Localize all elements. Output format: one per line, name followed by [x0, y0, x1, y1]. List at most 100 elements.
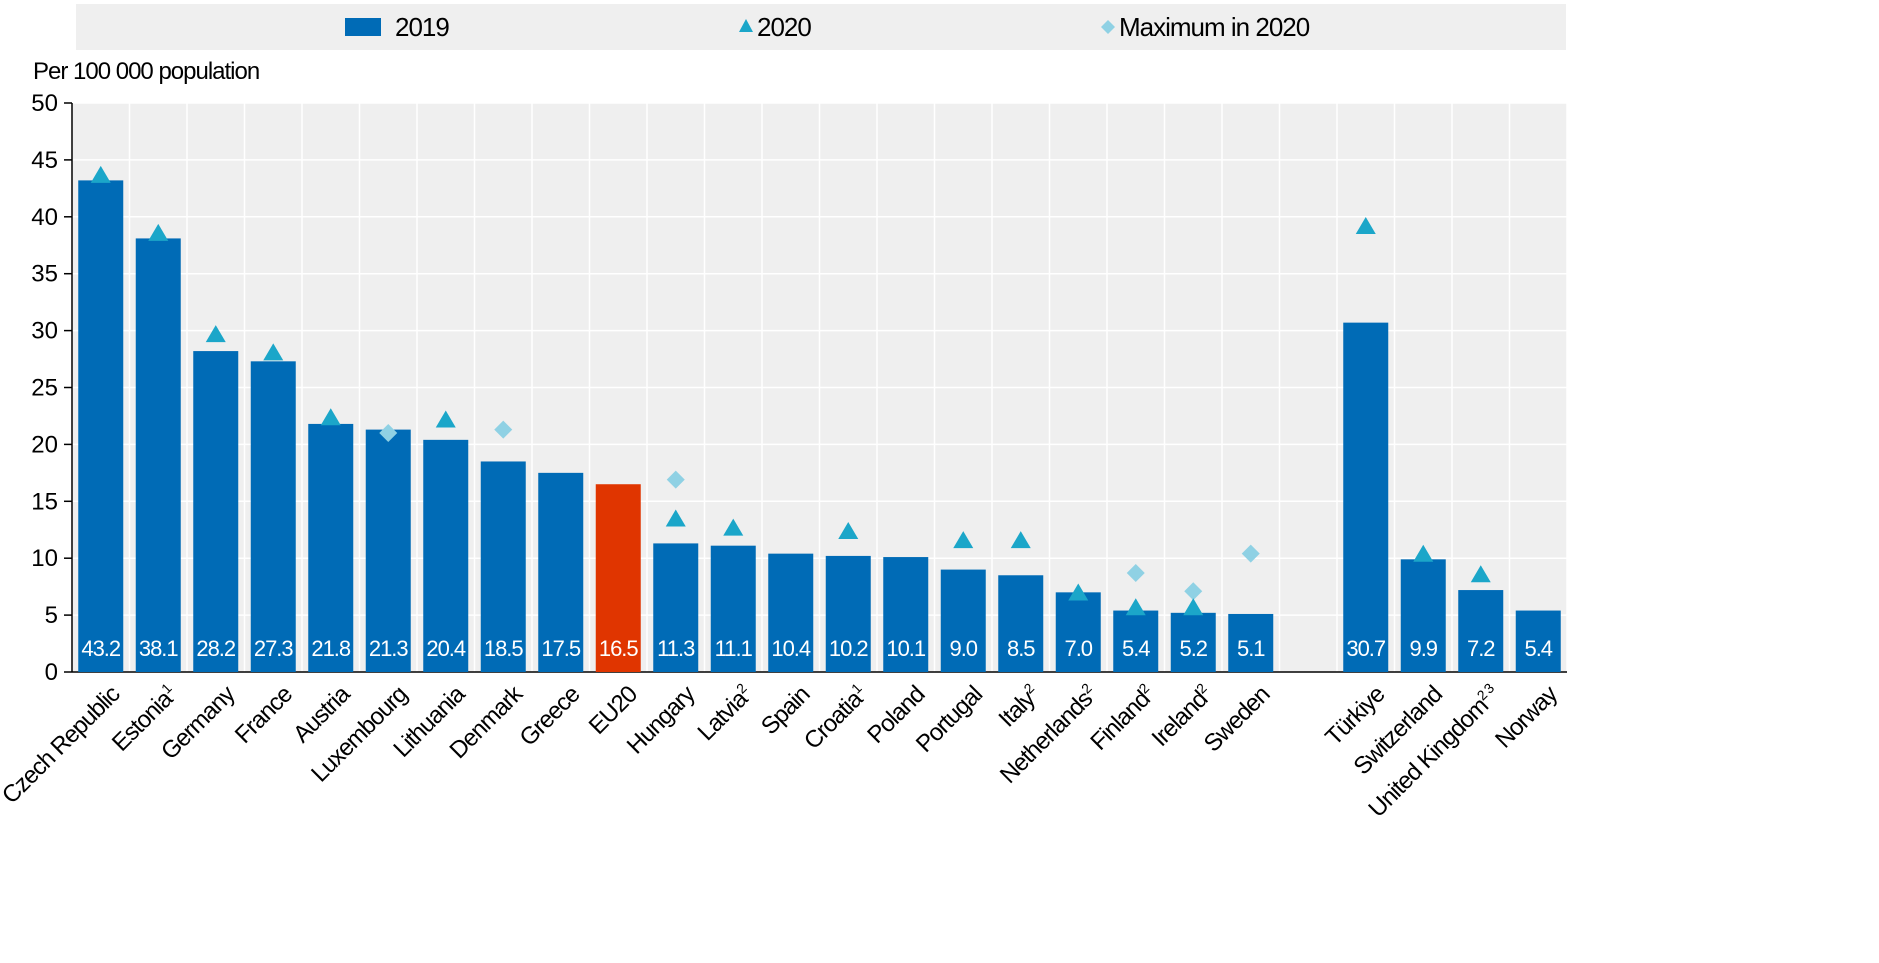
category-name: Norway [1490, 680, 1563, 753]
category-label-finland: Finland2 [1085, 680, 1161, 756]
bar-denmark [480, 461, 526, 672]
y-tick-label: 10 [31, 545, 58, 572]
value-label-lithuania: 20.4 [426, 636, 466, 661]
legend-background [76, 4, 1566, 50]
value-label-finland: 5.4 [1122, 636, 1150, 661]
y-tick-label: 40 [31, 204, 58, 231]
value-label-netherlands: 7.0 [1064, 636, 1092, 661]
value-label-france: 27.3 [254, 636, 294, 661]
bars: 43.2 38.1 28.2 27.3 21.8 21.3 20.4 18.5 17.5 16.5… [78, 180, 1561, 672]
value-label-spain: 10.4 [771, 636, 811, 661]
x-axis: Czech RepublicEstonia1GermanyFranceAustr… [0, 680, 1563, 823]
value-label-portugal: 9.0 [949, 636, 977, 661]
triangle-marker-united-kingdom [1470, 565, 1491, 583]
value-label-croatia: 10.2 [829, 636, 869, 661]
y-tick-label: 50 [31, 90, 58, 117]
category-name: Czech Republic [0, 680, 126, 809]
value-label-t-rkiye: 30.7 [1346, 636, 1386, 661]
y-axis-unit-label: Per 100 000 population [33, 58, 259, 85]
y-tick-label: 30 [31, 318, 58, 345]
legend-diamond-icon [1101, 20, 1115, 34]
y-tick-label: 20 [31, 431, 58, 458]
triangle-marker-switzerland [1413, 544, 1434, 562]
value-label-italy: 8.5 [1007, 636, 1035, 661]
value-label-switzerland: 9.9 [1409, 636, 1437, 661]
value-label-denmark: 18.5 [484, 636, 524, 661]
bar-portugal [940, 569, 986, 672]
triangle-marker-lithuania [435, 410, 456, 428]
bar-hungary [653, 543, 699, 672]
bar-finland [1113, 610, 1159, 672]
category-label-france: France [230, 681, 298, 749]
legend-label-maximum-in-2020: Maximum in 2020 [1119, 12, 1310, 42]
bar-latvia [710, 545, 756, 672]
triangle-marker-ireland [1183, 598, 1204, 616]
value-label-ireland: 5.2 [1179, 636, 1207, 661]
bar-united-kingdom [1458, 590, 1504, 672]
category-label-latvia: Latvia2 [692, 680, 758, 746]
legend: 2019 2020 Maximum in 2020 [76, 4, 1566, 50]
triangle-marker-germany [205, 325, 226, 343]
value-label-estonia: 38.1 [139, 636, 179, 661]
y-tick-label: 45 [31, 147, 58, 174]
diamond-marker-finland [1126, 563, 1145, 582]
legend-triangle-icon [739, 19, 753, 32]
legend-label-2020: 2020 [757, 12, 811, 42]
triangle-marker-latvia [723, 518, 744, 536]
category-label-italy: Italy2 [993, 680, 1046, 733]
y-tick-label: 0 [45, 659, 58, 686]
category-label-greece: Greece [514, 681, 585, 752]
value-label-germany: 28.2 [196, 636, 236, 661]
value-label-austria: 21.8 [311, 636, 351, 661]
bar-sweden [1228, 613, 1274, 672]
bar-croatia [825, 555, 871, 672]
y-tick-label: 5 [45, 602, 58, 629]
value-label-sweden: 5.1 [1237, 636, 1265, 661]
value-label-greece: 17.5 [541, 636, 581, 661]
value-label-czech-republic: 43.2 [81, 636, 121, 661]
bar-czech-republic [78, 180, 124, 672]
triangle-marker-netherlands [1068, 583, 1089, 601]
triangle-marker-finland [1125, 598, 1146, 616]
y-tick-label: 35 [31, 261, 58, 288]
diamond-marker-sweden [1241, 544, 1260, 563]
diamond-marker-denmark [494, 420, 513, 439]
bar-eu20 [595, 484, 641, 672]
triangle-marker-france [263, 343, 284, 361]
triangle-marker-austria [320, 408, 341, 426]
value-label-luxembourg: 21.3 [369, 636, 409, 661]
triangle-marker-portugal [953, 531, 974, 549]
category-label-sweden: Sweden [1199, 681, 1275, 757]
bar-greece [538, 472, 584, 672]
value-label-united-kingdom: 7.2 [1467, 636, 1495, 661]
bar-t-rkiye [1343, 322, 1389, 672]
category-label-czech-republic: Czech Republic [0, 680, 126, 809]
bar-italy [998, 575, 1044, 672]
triangle-marker-hungary [665, 509, 686, 527]
category-name: Sweden [1199, 681, 1275, 757]
bar-ireland [1170, 612, 1216, 672]
triangle-marker-italy [1010, 531, 1031, 549]
diamond-marker-hungary [666, 470, 685, 489]
triangle-marker-t-rkiye [1355, 217, 1376, 235]
value-label-latvia: 11.1 [715, 636, 753, 661]
bar-norway [1515, 610, 1561, 672]
value-label-norway: 5.4 [1524, 636, 1552, 661]
diamond-marker-luxembourg [379, 424, 398, 443]
category-name: Finland [1085, 686, 1155, 756]
bar-luxembourg [365, 429, 411, 672]
bar-austria [308, 423, 354, 672]
markers [90, 165, 1491, 616]
value-label-poland: 10.1 [886, 636, 926, 661]
category-label-norway: Norway [1490, 680, 1563, 753]
bar-germany [193, 351, 239, 672]
bar-lithuania [423, 439, 469, 672]
bar-netherlands [1055, 592, 1101, 672]
value-label-hungary: 11.3 [657, 636, 695, 661]
legend-label-2019: 2019 [395, 12, 449, 42]
value-label-eu20: 16.5 [599, 636, 639, 661]
plot-area [71, 102, 1568, 673]
y-tick-label: 25 [31, 375, 58, 402]
